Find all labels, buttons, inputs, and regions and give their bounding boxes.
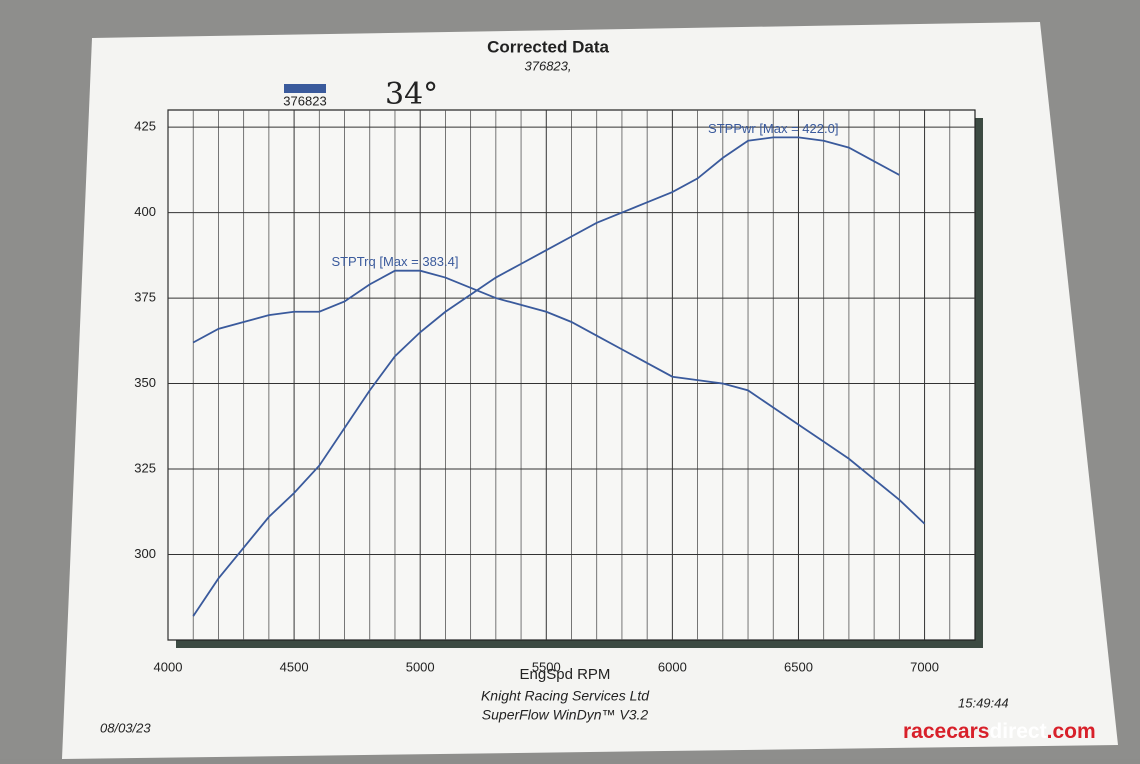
handwritten-note: 34° <box>385 77 438 112</box>
y-tick-label: 300 <box>134 546 156 561</box>
x-tick-label: 5500 <box>532 659 561 674</box>
x-tick-label: 6000 <box>658 659 687 674</box>
legend-label: 376823 <box>283 93 326 108</box>
watermark-part: racecars <box>903 720 989 743</box>
x-tick-label: 5000 <box>406 659 435 674</box>
footer-company: Knight Racing Services Ltd <box>481 688 650 704</box>
watermark-part: direct <box>989 720 1046 743</box>
footer-date: 08/03/23 <box>100 720 151 735</box>
x-tick-label: 4500 <box>280 659 309 674</box>
footer-software: SuperFlow WinDyn™ V3.2 <box>482 707 649 723</box>
series-line <box>192 269 926 525</box>
watermark: racecarsdirect.com <box>903 720 1096 743</box>
chart-subtitle: 376823, <box>525 58 572 73</box>
x-tick-label: 7000 <box>910 659 939 674</box>
chart-title: Corrected Data <box>487 37 609 56</box>
watermark-part: .com <box>1047 720 1096 743</box>
series-line <box>192 136 900 617</box>
y-tick-label: 375 <box>134 290 156 305</box>
y-tick-label: 325 <box>134 460 156 475</box>
y-tick-label: 350 <box>134 375 156 390</box>
y-tick-label: 400 <box>134 204 156 219</box>
footer-time: 15:49:44 <box>958 695 1009 710</box>
x-tick-label: 6500 <box>784 659 813 674</box>
x-axis-label: EngSpd RPM <box>520 666 611 683</box>
series-label: STPPwr [Max = 422.0] <box>708 121 838 136</box>
y-tick-label: 425 <box>134 119 156 134</box>
legend-swatch <box>284 84 326 93</box>
series-label: STPTrq [Max = 383.4] <box>331 254 458 269</box>
x-tick-label: 4000 <box>154 659 183 674</box>
